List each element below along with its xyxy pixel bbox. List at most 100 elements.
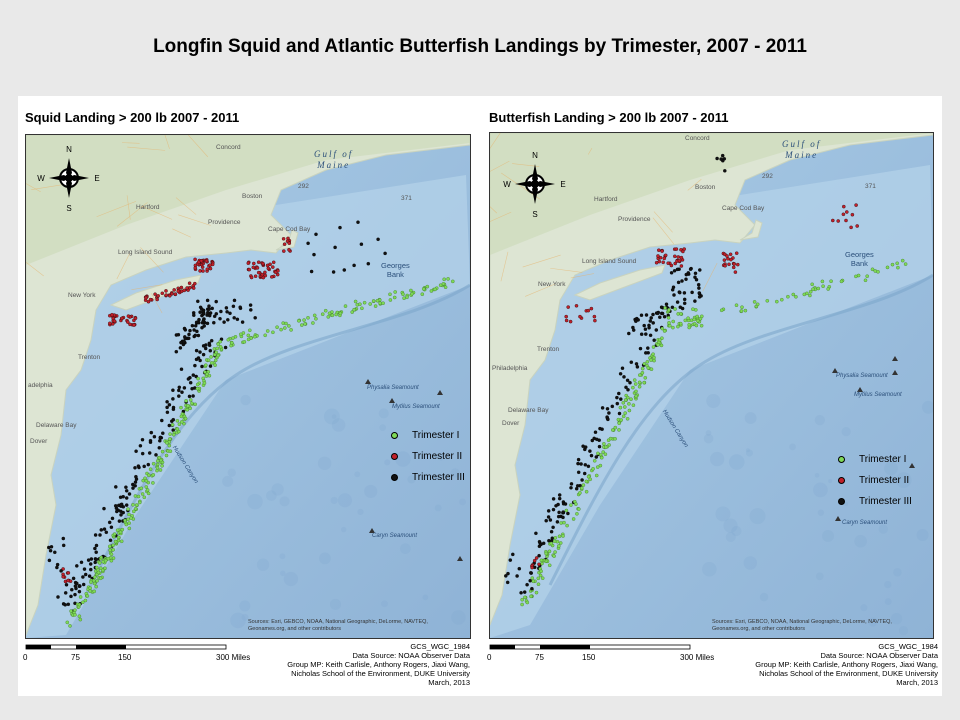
landing-point (515, 574, 519, 578)
landing-point (327, 311, 332, 316)
landing-point (569, 503, 573, 507)
seafloor-relief (814, 472, 820, 478)
road (550, 267, 583, 273)
landing-point (201, 311, 206, 316)
landing-point (66, 578, 70, 583)
landing-point (200, 364, 204, 369)
landing-point (350, 310, 354, 314)
landing-point (622, 375, 626, 379)
landing-point (61, 543, 66, 548)
butterfish-map[interactable]: N S W E Gulf of Maine Georges Bank Conco… (489, 132, 934, 639)
compass-rose: N S W E (500, 147, 570, 222)
cape-cod (739, 219, 763, 241)
squid-map[interactable]: N S W E Gulf of Maine Georges Bank Conco… (25, 134, 471, 639)
landing-point (896, 265, 900, 270)
landing-point (854, 203, 858, 207)
road (587, 147, 593, 155)
slide-title: Longfin Squid and Atlantic Butterfish La… (153, 36, 807, 57)
place-delaware-bay: Delaware Bay (36, 422, 77, 429)
landing-point (165, 400, 169, 404)
landing-point (667, 308, 671, 312)
landing-point (719, 157, 723, 161)
landing-point (829, 279, 833, 283)
landing-point (569, 486, 573, 490)
scale-bar (25, 644, 227, 650)
landing-point (110, 516, 115, 521)
landing-point (802, 292, 807, 297)
landing-point (600, 406, 605, 410)
place-providence: Providence (208, 219, 241, 226)
landing-point (239, 332, 243, 337)
landing-point (552, 539, 557, 544)
landing-point (579, 462, 583, 466)
landing-point (94, 584, 98, 589)
landing-point (631, 403, 636, 407)
landing-point (253, 274, 258, 278)
landing-point (876, 270, 880, 274)
landing-point (124, 522, 129, 527)
landing-point (196, 376, 200, 381)
landing-point (252, 261, 256, 266)
landing-point (617, 391, 621, 396)
landing-point (179, 285, 184, 290)
landing-point (831, 218, 835, 223)
landing-point (775, 299, 779, 304)
landing-point (216, 342, 221, 346)
place-delaware-bay: Delaware Bay (508, 407, 549, 414)
landing-point (157, 455, 162, 460)
landing-point (676, 280, 681, 285)
scale-tick-75: 75 (535, 653, 544, 662)
landing-point (206, 358, 211, 362)
landing-point (519, 591, 523, 595)
landing-point (190, 323, 195, 328)
seafloor-relief (378, 408, 389, 419)
landing-point (734, 303, 739, 307)
landing-point (564, 508, 569, 513)
landing-point (410, 291, 414, 296)
landing-point (134, 474, 138, 479)
landing-point (171, 405, 176, 410)
seafloor-relief (828, 478, 833, 484)
landing-point (218, 339, 222, 344)
landing-point (602, 442, 606, 446)
landing-point (697, 295, 702, 299)
landing-point (109, 552, 114, 556)
landing-point (201, 269, 205, 273)
landing-point (115, 528, 120, 532)
landing-point (639, 313, 644, 317)
landing-point (540, 576, 545, 580)
place-philadelphia: Philadelphia (492, 365, 528, 372)
landing-point (179, 405, 183, 410)
landing-point (94, 550, 98, 554)
landing-point (634, 389, 638, 394)
landing-point (195, 382, 200, 387)
landing-point (171, 388, 175, 392)
landing-point (590, 438, 595, 443)
credit-line: GCS_WGC_1984 (410, 642, 470, 651)
landing-point (523, 595, 527, 600)
landing-point (207, 307, 211, 311)
landing-point (808, 293, 812, 298)
landing-point (203, 370, 207, 374)
landing-point (808, 289, 813, 294)
landing-point (271, 330, 275, 335)
landing-point (666, 316, 671, 320)
seafloor-relief (813, 482, 828, 498)
place-concord: Concord (216, 144, 241, 151)
landing-point (658, 255, 663, 260)
landing-point (668, 323, 672, 328)
gulf-line1: Gulf of (782, 139, 822, 149)
landing-point (617, 421, 621, 425)
landing-point (646, 346, 650, 350)
landing-point (175, 427, 180, 431)
continental-shelf (26, 175, 470, 638)
legend-item-trimester-1: Trimester I (838, 449, 912, 470)
landing-point (306, 241, 310, 246)
landing-point (672, 269, 677, 273)
seafloor-relief (239, 600, 251, 612)
seafloor-relief (731, 525, 742, 537)
landing-point (183, 416, 188, 421)
landing-point (124, 485, 128, 489)
landing-point (593, 430, 598, 434)
landing-point (688, 267, 693, 271)
